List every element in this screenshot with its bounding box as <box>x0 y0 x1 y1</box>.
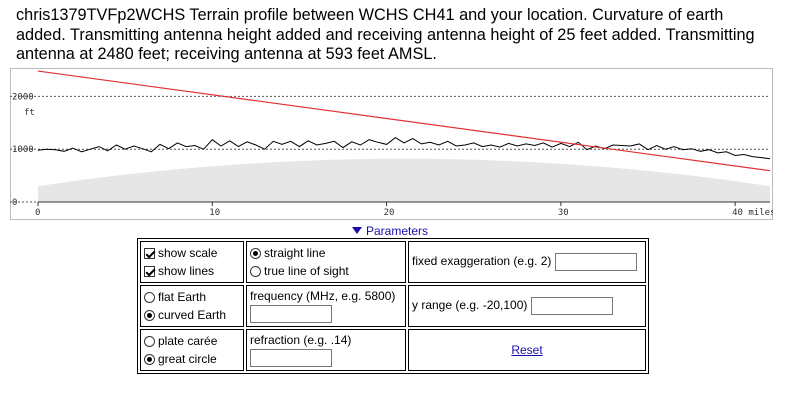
triangle-down-icon <box>352 227 362 234</box>
line-of-sight <box>37 70 771 172</box>
x-tick-label: 0 <box>35 208 40 218</box>
x-tick-label: 40 miles <box>732 208 773 218</box>
fixed-exaggeration-input[interactable] <box>554 253 637 271</box>
parameters-panel: show scale show lines straight line true… <box>137 238 649 374</box>
parameters-toggle[interactable]: Parameters <box>352 224 428 238</box>
profile-description: chris1379TVFp2WCHS Terrain profile betwe… <box>16 6 755 63</box>
frequency-input[interactable] <box>250 305 332 323</box>
y-axis-label: ft <box>24 108 35 118</box>
y-range-input[interactable] <box>530 297 613 315</box>
straight-line-radio[interactable]: straight line <box>250 244 402 262</box>
reset-link[interactable]: Reset <box>511 343 543 357</box>
flat-earth-radio[interactable]: flat Earth <box>144 288 240 306</box>
terrain-profile-line <box>37 136 771 160</box>
show-scale-checkbox[interactable]: show scale <box>144 244 240 262</box>
great-circle-radio[interactable]: great circle <box>144 350 240 368</box>
show-lines-checkbox[interactable]: show lines <box>144 262 240 280</box>
terrain-profile-chart: 0 1000 2000 ft 0 10 20 30 40 miles <box>10 68 773 220</box>
y-tick-label: 0 <box>12 198 17 208</box>
true-line-of-sight-radio[interactable]: true line of sight <box>250 262 402 280</box>
refraction-input[interactable] <box>250 349 332 367</box>
x-tick-label: 20 <box>384 208 395 218</box>
curved-earth-radio[interactable]: curved Earth <box>144 306 240 324</box>
earth-curvature-fill <box>38 158 770 202</box>
y-tick-label: 2000 <box>12 92 34 102</box>
y-tick-label: 1000 <box>12 145 34 155</box>
x-tick-label: 30 <box>558 208 569 218</box>
plate-carree-radio[interactable]: plate carée <box>144 332 240 350</box>
y-axis-ticks: 0 1000 2000 <box>12 92 34 208</box>
x-tick-label: 10 <box>209 208 220 218</box>
x-axis-ticks: 0 10 20 30 40 miles <box>35 201 773 218</box>
